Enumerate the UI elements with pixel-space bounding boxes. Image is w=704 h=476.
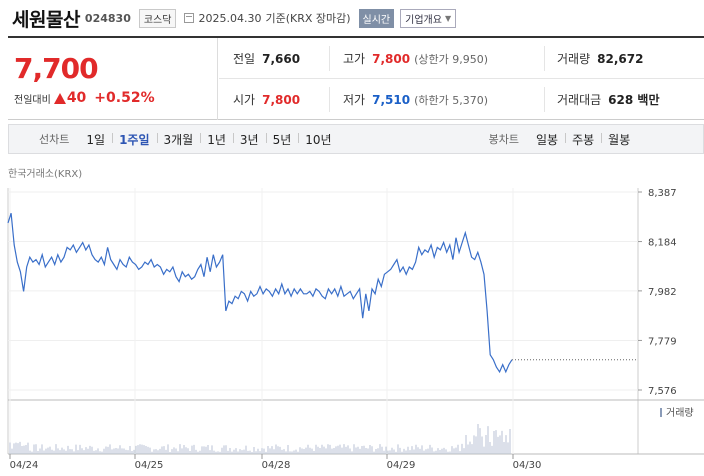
price-change: 전일대비 40 +0.52% xyxy=(14,90,155,106)
low-value: 7,510 xyxy=(372,92,411,107)
price-line xyxy=(7,213,513,374)
quote-row: 전일 7,660 고가 7,800 (상한가 9,950) 거래량 82,672 xyxy=(219,38,704,79)
high-price: 고가 7,800 (상한가 9,950) xyxy=(343,38,488,79)
y-tick-label: 8,184 xyxy=(648,238,677,249)
x-tick-label: 04/29 xyxy=(387,460,416,471)
volume-value: 82,672 xyxy=(597,51,644,66)
exchange-label: 한국거래소(KRX) xyxy=(8,169,83,180)
y-tick-label: 7,779 xyxy=(648,336,677,347)
x-tick-label: 04/24 xyxy=(10,460,39,471)
company-name: 세원물산 xyxy=(12,8,80,31)
change-label: 전일대비 xyxy=(14,94,51,106)
realtime-button[interactable]: 실시간 xyxy=(358,8,395,28)
up-triangle-icon xyxy=(53,92,66,104)
tab-3m[interactable]: 3개월 xyxy=(156,131,201,148)
y-tick-label: 7,982 xyxy=(648,287,677,298)
change-value: 40 xyxy=(66,90,87,106)
tab-1d[interactable]: 1일 xyxy=(86,132,106,147)
open-label: 시가 xyxy=(233,93,256,107)
company-info-label: 기업개요 xyxy=(405,14,442,26)
volume-legend-swatch xyxy=(660,408,662,417)
tab-1y[interactable]: 1년 xyxy=(200,131,233,148)
high-label: 고가 xyxy=(343,52,366,66)
tab-10y[interactable]: 10년 xyxy=(298,131,338,148)
current-price-block: 7,700 전일대비 40 +0.52% xyxy=(8,38,218,120)
chart-period-tabs: 선차트 1일 1주일 3개월 1년 3년 5년 10년 봉차트 일봉 주봉 월봉 xyxy=(8,124,704,154)
tab-daily-candle[interactable]: 일봉 xyxy=(535,132,559,147)
amount-value: 628 백만 xyxy=(608,93,660,107)
x-tick-label: 04/30 xyxy=(513,460,542,471)
divider xyxy=(544,87,545,112)
tab-weekly-candle[interactable]: 주봉 xyxy=(565,131,601,148)
amount-label: 거래대금 xyxy=(557,93,602,107)
x-tick-label: 04/25 xyxy=(135,460,164,471)
volume-legend-label: 거래량 xyxy=(666,407,694,419)
prev-close-value: 7,660 xyxy=(262,51,301,66)
company-info-dropdown[interactable]: 기업개요 ▼ xyxy=(400,8,457,28)
quote-panel: 7,700 전일대비 40 +0.52% 전일 7,660 고가 7,800 (… xyxy=(8,36,704,120)
divider xyxy=(329,46,330,71)
market-badge: 코스닥 xyxy=(138,8,177,28)
y-tick-label: 7,576 xyxy=(648,386,677,397)
lower-limit: (하한가 5,370) xyxy=(414,93,488,107)
quote-grid: 전일 7,660 고가 7,800 (상한가 9,950) 거래량 82,672… xyxy=(219,38,704,120)
calendar-icon xyxy=(184,13,195,23)
tab-monthly-candle[interactable]: 월봉 xyxy=(601,131,637,148)
divider xyxy=(329,87,330,112)
quote-date: 2025.04.30 xyxy=(198,11,262,25)
stock-code: 024830 xyxy=(84,11,131,25)
trade-amount: 거래대금 628 백만 xyxy=(557,79,659,120)
open-price: 시가 7,800 xyxy=(233,79,300,120)
x-tick-label: 04/28 xyxy=(262,460,291,471)
candle-group-label: 봉차트 xyxy=(488,133,519,146)
open-value: 7,800 xyxy=(262,92,301,107)
tab-3y[interactable]: 3년 xyxy=(232,131,266,148)
low-price: 저가 7,510 (하한가 5,370) xyxy=(343,79,488,120)
volume: 거래량 82,672 xyxy=(557,38,643,79)
volume-label: 거래량 xyxy=(557,52,591,66)
prev-close-label: 전일 xyxy=(233,52,256,66)
price-chart[interactable]: 8,387 8,184 7,982 7,779 7,576 04/24 04/25 04/28… xyxy=(0,176,704,476)
current-price: 7,700 xyxy=(14,52,99,85)
chevron-down-icon: ▼ xyxy=(444,13,452,23)
upper-limit: (상한가 9,950) xyxy=(414,52,488,66)
stock-header: 세원물산 024830 코스닥 2025.04.30 기준(KRX 장마감) 실… xyxy=(0,0,704,36)
divider xyxy=(544,46,545,71)
change-percent: +0.52% xyxy=(94,90,155,106)
tab-1w[interactable]: 1주일 xyxy=(112,131,156,148)
quote-basis: 기준(KRX 장마감) xyxy=(265,12,351,25)
line-chart-group-label: 선차트 xyxy=(39,133,70,146)
low-label: 저가 xyxy=(343,93,366,107)
tab-5y[interactable]: 5년 xyxy=(265,131,299,148)
y-tick-label: 8,387 xyxy=(648,188,677,199)
high-value: 7,800 xyxy=(372,51,411,66)
prev-close: 전일 7,660 xyxy=(233,38,300,79)
quote-row: 시가 7,800 저가 7,510 (하한가 5,370) 거래대금 628 백… xyxy=(219,79,704,120)
